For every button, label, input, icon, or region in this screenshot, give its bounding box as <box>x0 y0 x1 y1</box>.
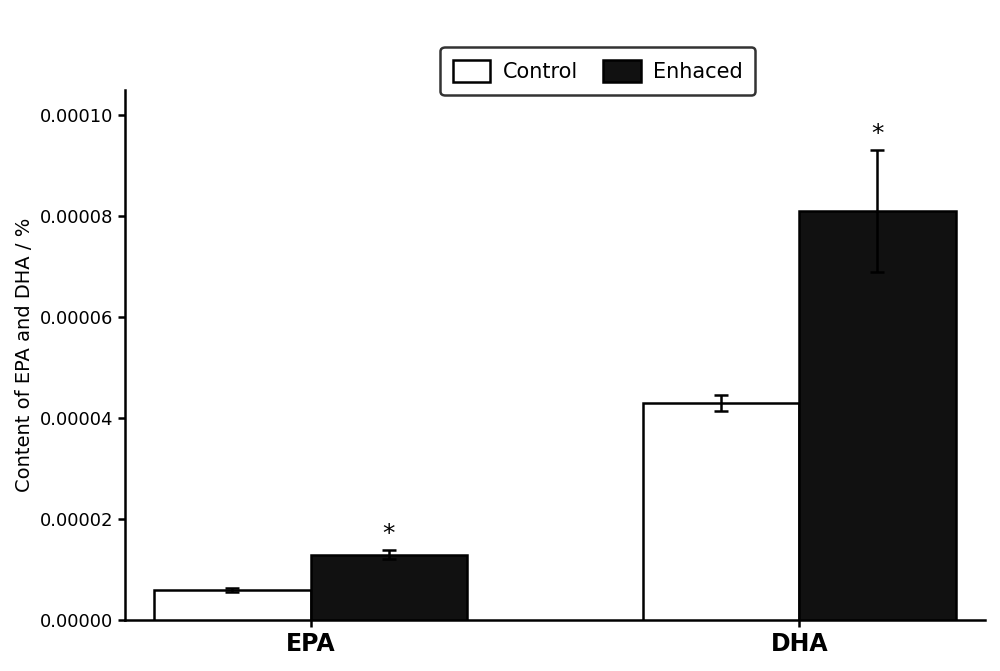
Bar <box>799 211 956 620</box>
Y-axis label: Content of EPA and DHA / %: Content of EPA and DHA / % <box>15 218 34 493</box>
Legend: Control, Enhaced: Control, Enhaced <box>440 47 755 95</box>
Bar <box>643 403 799 620</box>
Text: *: * <box>871 122 884 146</box>
Bar <box>311 554 467 620</box>
Text: *: * <box>383 522 395 546</box>
Bar <box>154 590 311 620</box>
